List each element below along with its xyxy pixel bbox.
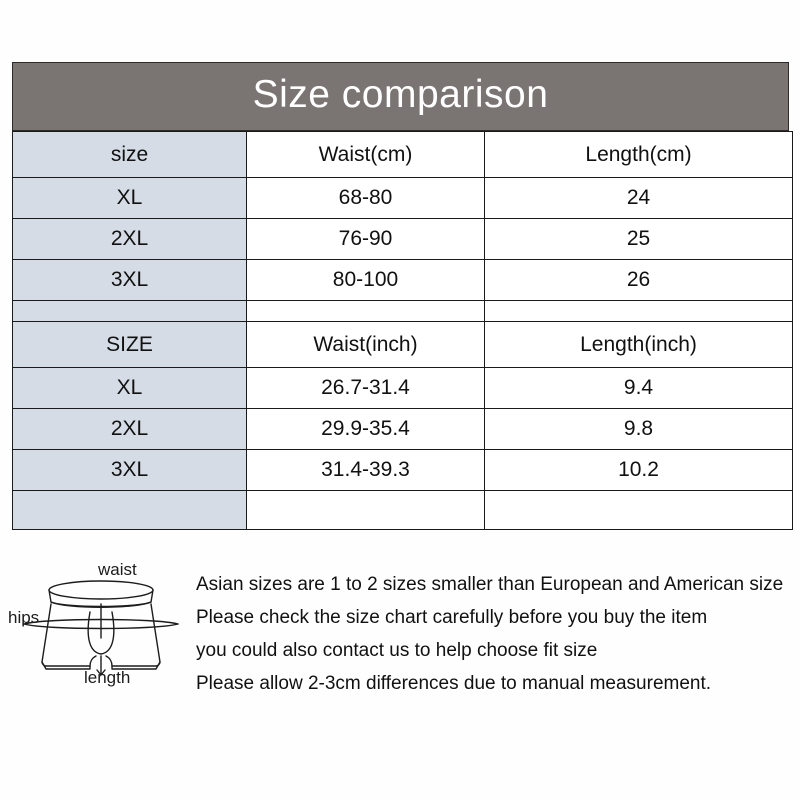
boxer-briefs-icon xyxy=(23,580,179,676)
measurement-diagram: waist hips length xyxy=(6,552,196,702)
table-header-row-inch: SIZE Waist(inch) Length(inch) xyxy=(12,321,793,368)
header-cell-waist-inch: Waist(inch) xyxy=(246,321,485,368)
table-row: 3XL 31.4-39.3 10.2 xyxy=(12,449,793,491)
note-line: Please allow 2-3cm differences due to ma… xyxy=(196,673,712,694)
cell-waist: 29.9-35.4 xyxy=(246,408,485,450)
spacer-cell-length xyxy=(484,300,793,322)
cell-size: XL xyxy=(12,367,247,409)
cell-waist: 80-100 xyxy=(246,259,485,301)
cell-length: 26 xyxy=(484,259,793,301)
cell-size: 3XL xyxy=(12,449,247,491)
table-spacer-row xyxy=(12,300,793,322)
table-row: 2XL 76-90 25 xyxy=(12,218,793,260)
cell-size: 2XL xyxy=(12,218,247,260)
header-cell-size-cm: size xyxy=(12,131,247,178)
spacer-cell-size xyxy=(12,300,247,322)
diagram-label-length: length xyxy=(84,668,131,687)
cell-length: 9.8 xyxy=(484,408,793,450)
size-notes: Asian sizes are 1 to 2 sizes smaller tha… xyxy=(196,568,796,700)
diagram-label-hips: hips xyxy=(8,608,40,627)
spacer-cell-waist xyxy=(246,300,485,322)
diagram-label-waist: waist xyxy=(98,560,137,579)
cell-waist: 76-90 xyxy=(246,218,485,260)
header-cell-size-inch: SIZE xyxy=(12,321,247,368)
header-cell-waist-cm: Waist(cm) xyxy=(246,131,485,178)
table-row: XL 68-80 24 xyxy=(12,177,793,219)
cell-length: 9.4 xyxy=(484,367,793,409)
table-row: 2XL 29.9-35.4 9.8 xyxy=(12,408,793,450)
cell-length: 24 xyxy=(484,177,793,219)
note-line: Asian sizes are 1 to 2 sizes smaller tha… xyxy=(196,574,784,595)
footer-cell-waist xyxy=(246,490,485,530)
note-line: Please check the size chart carefully be… xyxy=(196,607,708,628)
page-title: Size comparison xyxy=(252,73,549,116)
table-row: 3XL 80-100 26 xyxy=(12,259,793,301)
cell-waist: 68-80 xyxy=(246,177,485,219)
size-comparison-table: size Waist(cm) Length(cm) XL 68-80 24 2X… xyxy=(12,131,793,530)
header-cell-length-cm: Length(cm) xyxy=(484,131,793,178)
cell-size: 2XL xyxy=(12,408,247,450)
cell-length: 10.2 xyxy=(484,449,793,491)
cell-waist: 26.7-31.4 xyxy=(246,367,485,409)
table-header-row-cm: size Waist(cm) Length(cm) xyxy=(12,131,793,178)
note-line: you could also contact us to help choose… xyxy=(196,640,598,661)
header-cell-length-inch: Length(inch) xyxy=(484,321,793,368)
cell-size: 3XL xyxy=(12,259,247,301)
table-row: XL 26.7-31.4 9.4 xyxy=(12,367,793,409)
cell-length: 25 xyxy=(484,218,793,260)
table-footer-row xyxy=(12,490,793,530)
page-title-bar: Size comparison xyxy=(12,62,789,131)
footer-cell-size xyxy=(12,490,247,530)
cell-waist: 31.4-39.3 xyxy=(246,449,485,491)
footer-cell-length xyxy=(484,490,793,530)
cell-size: XL xyxy=(12,177,247,219)
